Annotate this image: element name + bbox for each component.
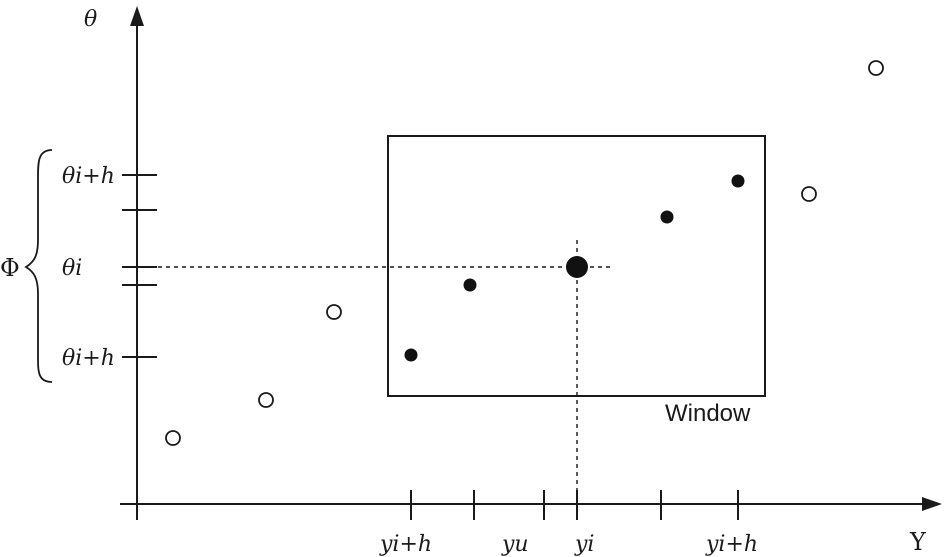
phi-curly-bracket (24, 149, 53, 383)
window-label: Window (665, 400, 751, 427)
window-point (463, 278, 477, 292)
window-point (404, 348, 418, 362)
outside-point (326, 304, 342, 320)
window-point (731, 174, 745, 188)
horizontal-axis-arrowhead (922, 497, 942, 511)
y-label-yi: yi (574, 532, 594, 557)
outside-point (258, 392, 274, 408)
horizontal-axis-label: Y (909, 528, 927, 556)
center-point (566, 256, 588, 278)
theta-upper-label: θi+h (62, 164, 115, 189)
y-label-yu: yu (501, 532, 529, 557)
phi-label: Φ (0, 254, 20, 282)
outside-point (868, 60, 884, 76)
theta-center-label: θi (62, 256, 82, 281)
outside-point (165, 430, 181, 446)
vertical-axis-arrowhead (130, 6, 144, 26)
theta-lower-label: θi+h (62, 346, 115, 371)
outside-point (801, 186, 817, 202)
vertical-axis-label: θ (84, 7, 97, 32)
y-label-yih-right: yi+h (705, 532, 758, 557)
y-label-yih-left: yi+h (379, 532, 432, 557)
window-point (660, 210, 674, 224)
